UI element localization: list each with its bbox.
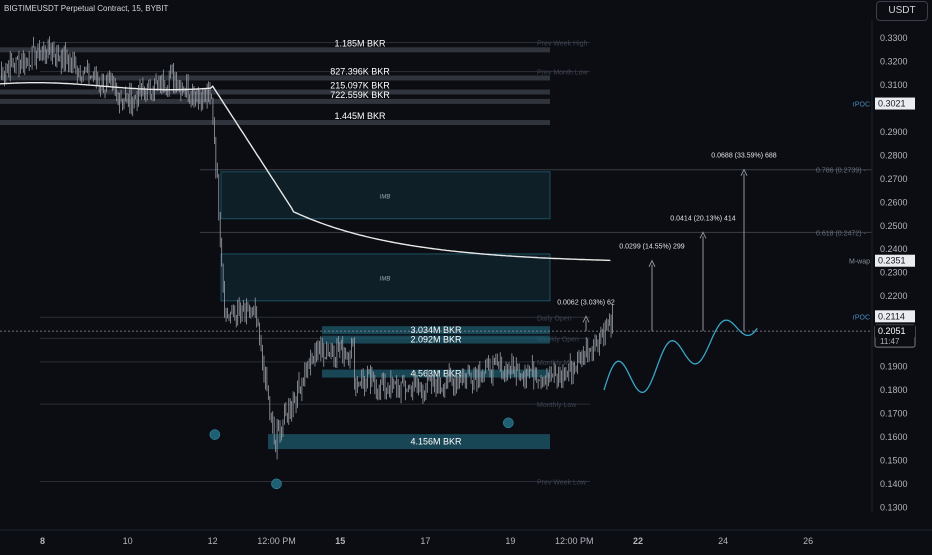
imbalance-zone (220, 171, 551, 220)
price-tag-value: 0.3021 (878, 99, 906, 109)
liquidation-bar (0, 98, 550, 104)
level-label: Monthly Mid (537, 360, 575, 367)
level-label: Prev Week High (537, 41, 588, 48)
price-tag-countdown: 11:47 (880, 337, 900, 346)
x-tick-label: 10 (123, 536, 133, 546)
price-tag-label: rPOC (853, 102, 871, 109)
liquidation-label: 215.097K BKR (330, 81, 390, 91)
liquidation-label: 722.559K BKR (330, 90, 390, 100)
candles (1, 36, 613, 460)
price-tag-bg (875, 254, 915, 267)
swing-marker (209, 429, 221, 440)
x-tick-label: 12:00 PM (257, 536, 296, 546)
price-tag-label: M-wap (849, 259, 870, 266)
level-label: Prev Month Low (537, 70, 589, 77)
x-tick-label: 12 (208, 536, 218, 546)
x-tick-label: 17 (420, 536, 430, 546)
y-tick-label: 0.3200 (880, 57, 908, 67)
y-tick-label: 0.1600 (880, 432, 908, 442)
liquidation-label: 1.445M BKR (334, 111, 386, 121)
y-tick-label: 0.2500 (880, 221, 908, 231)
liquidation-bar (268, 434, 550, 450)
y-tick-label: 0.3300 (880, 33, 908, 43)
price-tag-value: 0.2351 (878, 256, 906, 266)
x-tick-label: 19 (505, 536, 515, 546)
y-tick-label: 0.3100 (880, 80, 908, 90)
target-label: 0.0299 (14.55%) 299 (619, 244, 684, 251)
liquidation-bar (0, 47, 550, 53)
target-label: 0.0062 (3.03%) 62 (557, 299, 615, 306)
symbol-title: BIGTIMEUSDT Perpetual Contract, 15, BYBI… (4, 4, 169, 13)
x-axis-band (0, 512, 932, 550)
target-arrowhead (699, 231, 707, 239)
level-label: Weekly Open (537, 336, 579, 343)
y-tick-label: 0.1300 (880, 502, 908, 512)
y-tick-label: 0.2700 (880, 174, 908, 184)
target-arrowhead (740, 168, 748, 176)
liquidation-bar (322, 369, 550, 378)
liquidation-label: 4.156M BKR (410, 437, 462, 447)
x-tick-label: 15 (335, 536, 345, 546)
level-label: Daily Open (537, 315, 572, 322)
target-arrowhead (648, 259, 656, 267)
price-tag-label: rPOC (853, 314, 871, 321)
imbalance-label: IMB (380, 194, 391, 200)
price-tag-value: 0.2051 (878, 326, 906, 336)
liquidation-bar (0, 89, 550, 95)
liquidation-bar (322, 335, 550, 344)
y-tick-label: 0.2400 (880, 244, 908, 254)
liquidation-label: 3.034M BKR (410, 325, 462, 335)
swing-marker (503, 417, 514, 429)
y-tick-label: 0.2200 (880, 291, 908, 301)
y-tick-label: 0.1700 (880, 408, 908, 418)
y-tick-label: 0.1500 (880, 455, 908, 465)
liquidation-bar (322, 326, 550, 335)
imbalance-label: IMB (380, 276, 391, 282)
y-tick-label: 0.1900 (880, 362, 908, 372)
target-arrowhead (582, 315, 590, 323)
target-label: 0.0688 (33.59%) 688 (711, 153, 776, 160)
swing-marker (271, 478, 282, 490)
price-tag-value: 0.2114 (878, 311, 905, 321)
y-tick-label: 0.1400 (880, 479, 908, 489)
y-tick-label: 0.2800 (880, 150, 908, 160)
target-label: 0.0414 (20.13%) 414 (670, 215, 735, 222)
projection-path (603, 319, 758, 394)
price-tag-bg (875, 310, 915, 323)
currency-button[interactable]: USDT (876, 1, 928, 21)
y-tick-label: 0.2600 (880, 197, 908, 207)
price-tag-bg (875, 325, 915, 338)
liquidation-bar (0, 120, 550, 126)
x-tick-label: 22 (633, 536, 643, 546)
x-tick-label: 12:00 PM (555, 536, 594, 546)
liquidation-label: 1.185M BKR (334, 38, 386, 48)
level-label: Monthly Low (537, 402, 577, 409)
mwap-curve (0, 82, 611, 262)
x-tick-label: 24 (718, 536, 728, 546)
x-tick-label: 8 (40, 536, 45, 546)
imbalance-zone (220, 253, 551, 302)
fib-label: 0.786 (0.2739) - (816, 168, 866, 175)
x-tick-label: 26 (803, 536, 813, 546)
price-tag-bg (875, 97, 915, 110)
y-tick-label: 0.2900 (880, 127, 908, 137)
liquidation-bar (0, 75, 550, 81)
level-label: Prev Week Low (537, 480, 587, 487)
liquidation-label: 827.396K BKR (330, 66, 390, 76)
fib-label: 0.618 (0.2472) - (816, 230, 866, 237)
y-tick-label: 0.1800 (880, 385, 908, 395)
liquidation-label: 4.563M BKR (410, 369, 462, 379)
liquidation-label: 2.092M BKR (410, 335, 462, 345)
y-tick-label: 0.2300 (880, 268, 908, 278)
